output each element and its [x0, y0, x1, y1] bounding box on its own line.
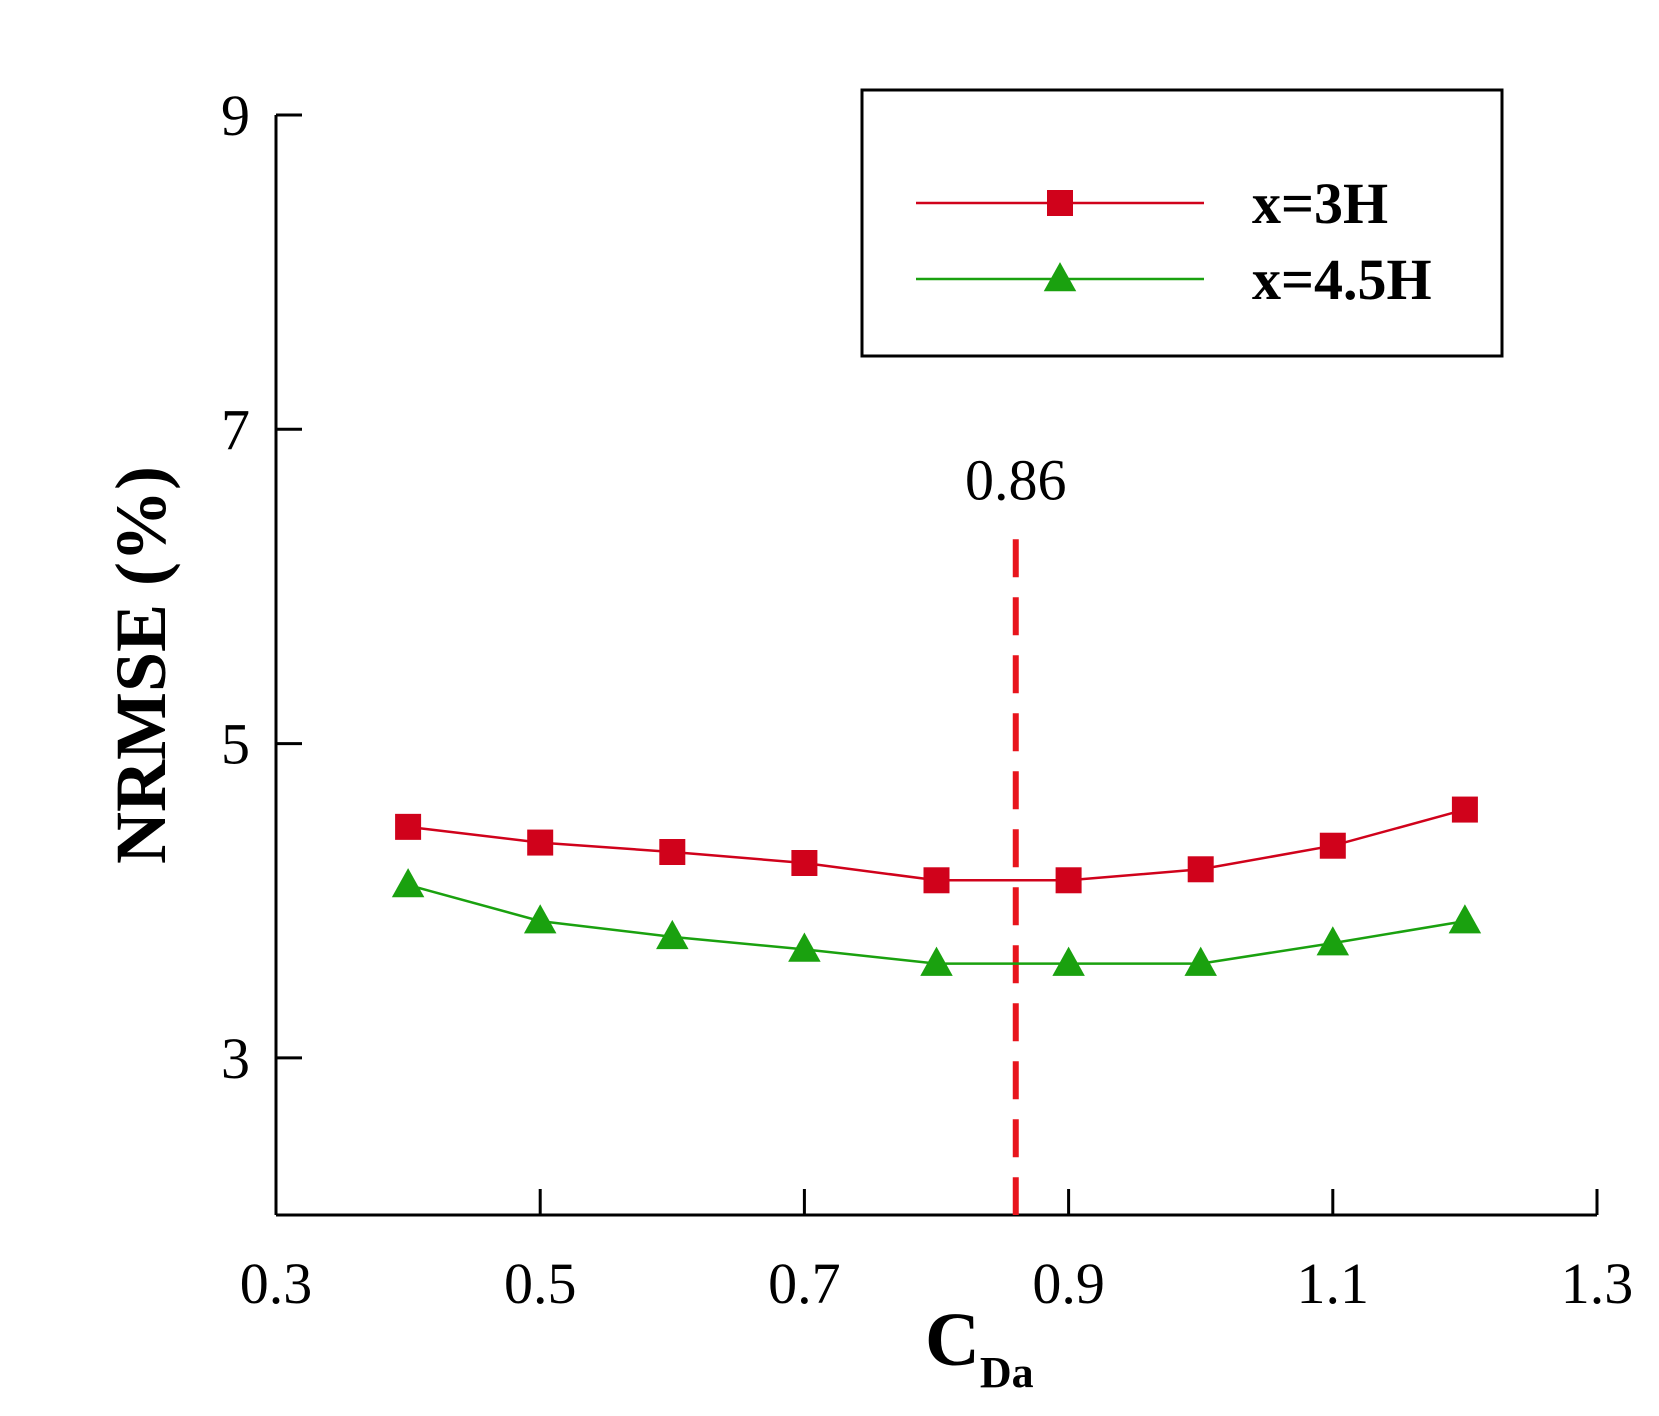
data-point-x=4.5H-1.2	[1448, 904, 1482, 934]
x-tick-label-0.9: 0.9	[1032, 1251, 1105, 1316]
data-point-x=3H-0.4	[395, 813, 422, 840]
x-axis-title: CDa	[925, 1298, 1034, 1397]
legend-label-x=4.5H: x=4.5H	[1252, 247, 1432, 312]
data-point-x=4.5H-0.7	[788, 932, 821, 962]
y-tick-label-9: 9	[221, 83, 250, 148]
annotation-label-0: 0.86	[965, 447, 1067, 512]
data-point-x=3H-1.1	[1319, 832, 1346, 859]
legend-box	[860, 88, 1504, 358]
legend-marker-x=3H	[1047, 190, 1073, 216]
x-tick-label-1.3: 1.3	[1561, 1251, 1634, 1316]
data-point-x=3H-0.5	[527, 829, 554, 856]
data-point-x=3H-1.2	[1451, 796, 1478, 823]
data-point-x=4.5H-0.5	[523, 904, 557, 934]
data-point-x=4.5H-0.9	[1052, 946, 1085, 976]
x-axis-title-subscript: Da	[980, 1348, 1034, 1397]
y-tick-label-3: 3	[221, 1026, 250, 1091]
y-tick-label-7: 7	[221, 397, 250, 462]
data-point-x=3H-1	[1187, 856, 1214, 883]
y-tick-label-5: 5	[221, 712, 250, 777]
series-x=3H	[395, 796, 1478, 894]
x-tick-label-0.7: 0.7	[768, 1251, 841, 1316]
legend-label-x=3H: x=3H	[1252, 171, 1388, 236]
data-point-x=4.5H-0.4	[391, 868, 425, 898]
data-point-x=4.5H-1.1	[1316, 926, 1350, 956]
legend-marker-x=4.5H	[1043, 262, 1077, 292]
data-point-x=4.5H-1	[1184, 946, 1217, 976]
y-axis-title: NRMSE (%)	[101, 466, 181, 864]
data-point-x=4.5H-0.8	[920, 946, 953, 976]
data-point-x=3H-0.9	[1055, 867, 1082, 894]
data-point-x=3H-0.7	[791, 850, 818, 876]
x-tick-label-1.1: 1.1	[1297, 1251, 1370, 1316]
data-point-x=3H-0.8	[923, 867, 950, 894]
x-tick-label-0.3: 0.3	[240, 1251, 313, 1316]
x-axis-title-main: C	[925, 1298, 980, 1382]
series-x=4.5H	[391, 868, 1482, 976]
data-point-x=4.5H-0.6	[656, 919, 689, 950]
data-point-x=3H-0.6	[659, 839, 686, 865]
x-tick-label-0.5: 0.5	[504, 1251, 577, 1316]
